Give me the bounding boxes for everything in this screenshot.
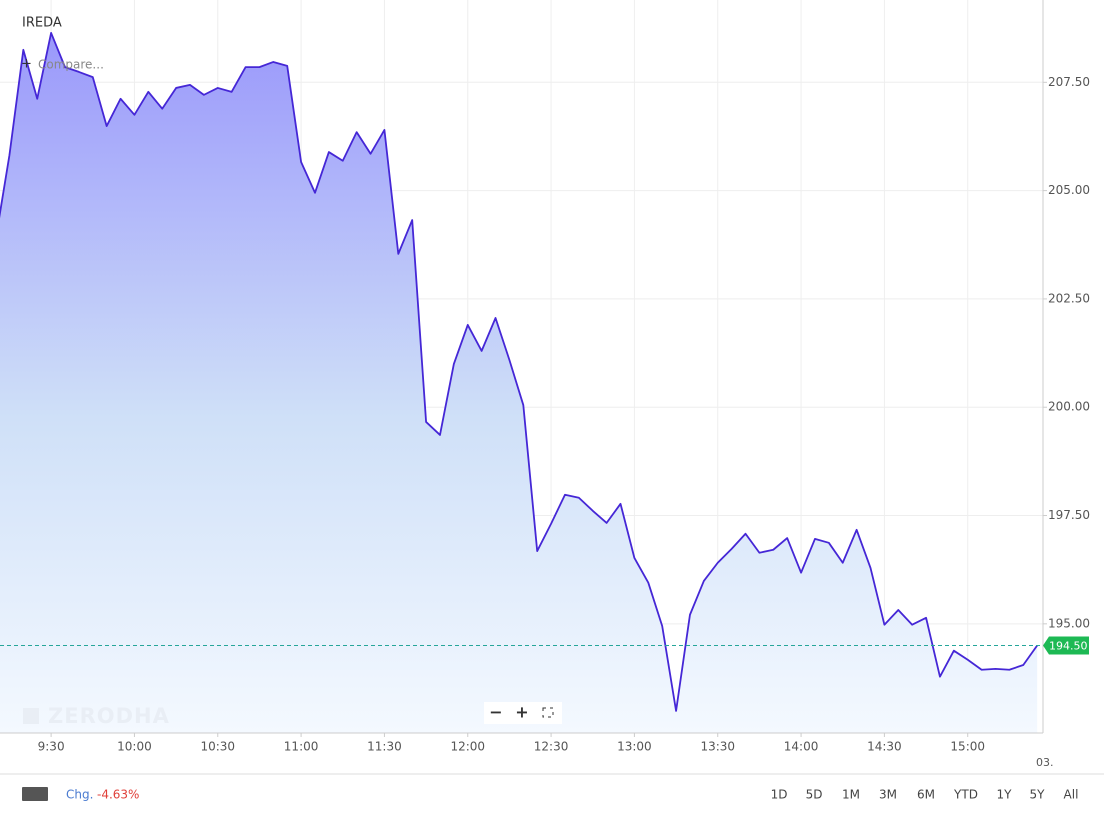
zoom-in[interactable]: +: [515, 703, 528, 722]
x-tick-label: 12:00: [450, 740, 485, 754]
period-button[interactable]: 1D: [771, 788, 788, 802]
last-price-tag: [1043, 636, 1089, 655]
period-button[interactable]: YTD: [953, 788, 978, 802]
period-button[interactable]: 1M: [842, 788, 860, 802]
zoom-out[interactable]: −: [489, 703, 502, 722]
last-price-label: 194.50: [1049, 639, 1088, 652]
fullscreen-button[interactable]: [542, 707, 554, 718]
y-tick-label: 195.00: [1048, 616, 1090, 630]
period-button[interactable]: 5D: [806, 788, 823, 802]
y-tick-label: 197.50: [1048, 508, 1090, 522]
keyboard-icon[interactable]: [22, 787, 48, 801]
x-edge-label: 03.: [1036, 756, 1054, 769]
x-tick-label: 11:30: [367, 740, 402, 754]
compare-icon[interactable]: +: [21, 57, 32, 72]
y-tick-label: 207.50: [1048, 75, 1090, 89]
period-button[interactable]: 5Y: [1030, 788, 1046, 802]
x-tick-label: 11:00: [284, 740, 319, 754]
y-tick-label: 205.00: [1048, 183, 1090, 197]
x-tick-label: 12:30: [534, 740, 569, 754]
x-tick-label: 15:00: [950, 740, 985, 754]
compare-button[interactable]: Compare...: [38, 58, 104, 72]
period-button[interactable]: All: [1064, 788, 1079, 802]
x-tick-label: 9:30: [38, 740, 65, 754]
x-tick-label: 14:30: [867, 740, 902, 754]
price-line: [0, 32, 1038, 712]
x-tick-label: 13:00: [617, 740, 652, 754]
symbol-title: IREDA: [22, 16, 62, 31]
period-button[interactable]: 3M: [879, 788, 897, 802]
y-tick-label: 200.00: [1048, 400, 1090, 414]
x-tick-label: 14:00: [784, 740, 819, 754]
x-tick-label: 13:30: [700, 740, 735, 754]
x-tick-label: 10:00: [117, 740, 152, 754]
chg-label: Chg.: [66, 788, 93, 802]
y-tick-label: 202.50: [1048, 291, 1090, 305]
period-button[interactable]: 6M: [917, 788, 935, 802]
plot: [0, 32, 1038, 733]
area-fill: [0, 32, 1038, 733]
watermark-logo: [23, 708, 39, 724]
period-button[interactable]: 1Y: [997, 788, 1013, 802]
watermark: ZERODHA: [48, 704, 170, 728]
chg-value: -4.63%: [97, 788, 139, 802]
x-tick-label: 10:30: [200, 740, 235, 754]
